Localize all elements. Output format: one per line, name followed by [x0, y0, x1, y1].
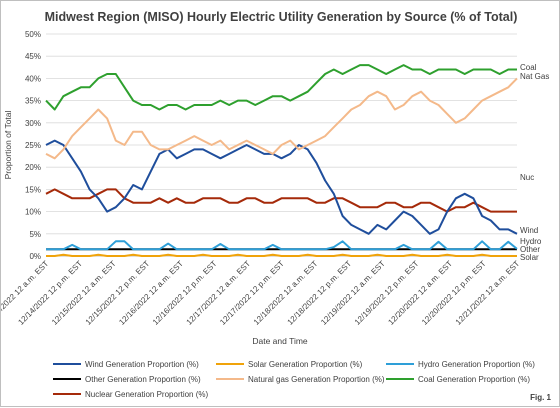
x-tick-label: 12/19/2022 12 a.m. EST [319, 259, 387, 327]
x-tick-label: 12/15/2022 12 a.m. EST [50, 259, 118, 327]
series-line-coal [45, 64, 517, 111]
series-lines [45, 64, 518, 257]
x-tick-label: 12/18/2022 12 a.m. EST [252, 259, 320, 327]
series-line-nuc [45, 188, 517, 213]
figure-label: Fig. 1 [530, 393, 551, 402]
end-label-solar: Solar [520, 253, 539, 262]
y-tick-label: 15% [25, 185, 41, 194]
series-line-solar [46, 253, 517, 257]
y-tick-label: 40% [25, 74, 41, 83]
x-tick-label: 12/16/2022 12 a.m. EST [117, 259, 185, 327]
y-tick-label: 30% [25, 119, 41, 128]
x-tick-label: 12/20/2022 12 a.m. EST [386, 259, 454, 327]
legend-item-label: Hydro Generation Proportion (%) [418, 360, 535, 369]
x-tick-label: 12/18/2022 12 p.m. EST [286, 259, 354, 327]
y-tick-labels: 0% 5% 10% 15% 20% 25% 30% 35% 40% 45% 50% [25, 30, 41, 261]
x-tick-label: 12/17/2022 12 a.m. EST [185, 259, 253, 327]
y-tick-label: 10% [25, 208, 41, 217]
x-tick-label: 12/20/2022 12 p.m. EST [420, 259, 488, 327]
end-label-coal: Coal [520, 63, 537, 72]
end-label-wind: Wind [520, 226, 538, 235]
series-line-nat-gas [45, 77, 518, 160]
legend-item-label: Solar Generation Proportion (%) [248, 360, 363, 369]
y-tick-label: 25% [25, 141, 41, 150]
y-tick-label: 20% [25, 163, 41, 172]
y-axis-label: Proportion of Total [3, 110, 13, 179]
chart-title: Midwest Region (MISO) Hourly Electric Ut… [45, 10, 518, 24]
legend: Wind Generation Proportion (%) Solar Gene… [53, 360, 535, 399]
series-line-hydro [46, 240, 518, 251]
x-tick-label: 12/19/2022 12 p.m. EST [353, 259, 421, 327]
x-tick-label: 12/14/2022 12 p.m. EST [16, 259, 84, 327]
end-label-hydro: Hydro [520, 237, 542, 246]
end-label-nat-gas: Nat Gas [520, 72, 549, 81]
y-tick-label: 5% [29, 230, 41, 239]
x-tick-label: 12/21/2022 12 a.m. EST [454, 259, 522, 327]
x-tick-label: 12/16/2022 12 p.m. EST [151, 259, 219, 327]
x-axis-label: Date and Time [252, 336, 308, 346]
y-tick-label: 50% [25, 30, 41, 39]
y-tick-label: 35% [25, 97, 41, 106]
end-label-nuc: Nuc [520, 173, 534, 182]
legend-item-label: Nuclear Generation Proportion (%) [85, 390, 209, 399]
x-tick-label: 12/17/2022 12 p.m. EST [218, 259, 286, 327]
x-tick-label: 12/15/2022 12 p.m. EST [84, 259, 152, 327]
legend-item-label: Natural gas Generation Proportion (%) [248, 375, 385, 384]
legend-item-label: Other Generation Proportion (%) [85, 375, 201, 384]
series-line-wind [45, 139, 518, 235]
legend-item-label: Coal Generation Proportion (%) [418, 375, 530, 384]
end-label-other: Other [520, 245, 540, 254]
y-tick-label: 45% [25, 52, 41, 61]
y-tick-label: 0% [29, 252, 41, 261]
legend-item-label: Wind Generation Proportion (%) [85, 360, 199, 369]
